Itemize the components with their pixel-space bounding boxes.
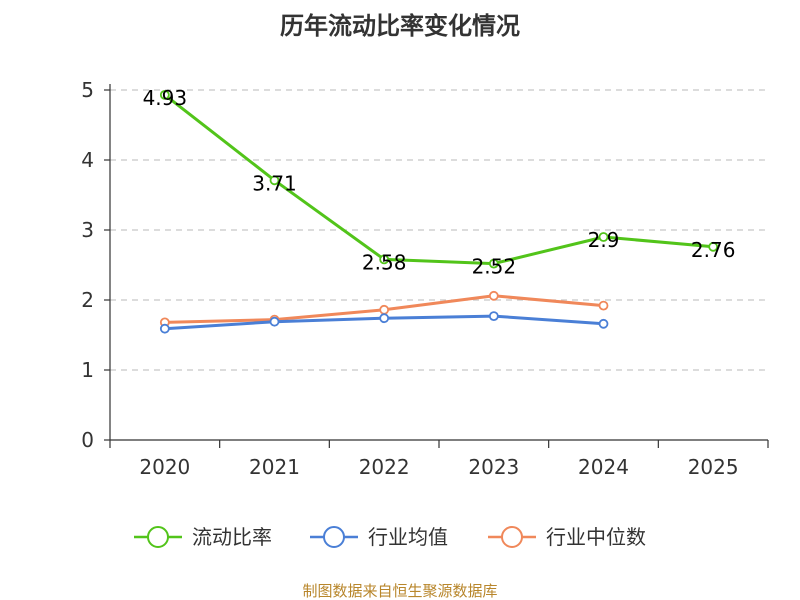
series-line-0 xyxy=(163,93,714,266)
data-point xyxy=(379,313,390,324)
data-point xyxy=(488,258,499,269)
data-point xyxy=(598,232,609,242)
legend: 流动比率 行业均值 行业中位数 xyxy=(134,525,646,549)
y-tick-label: 4 xyxy=(81,148,94,172)
data-labels: 4.93 3.71 2.58 2.52 2.9 2.76 xyxy=(143,86,736,279)
data-point xyxy=(488,290,499,301)
data-point xyxy=(598,300,609,311)
grid-lines xyxy=(110,89,768,371)
y-tick-label: 0 xyxy=(81,428,94,452)
data-label: 4.93 xyxy=(143,86,188,110)
legend-marker-1 xyxy=(323,526,345,548)
data-point xyxy=(598,318,609,329)
x-tick-label-2025: 2025 xyxy=(688,455,739,479)
data-label: 2.58 xyxy=(362,250,407,274)
y-tick-label: 5 xyxy=(81,78,94,102)
series-group xyxy=(159,90,719,334)
x-tick-label-2023: 2023 xyxy=(468,455,519,479)
data-label: 3.71 xyxy=(252,171,297,195)
x-tick-label-2022: 2022 xyxy=(359,455,410,479)
legend-label-2: 行业中位数 xyxy=(546,525,646,549)
source-note: 制图数据来自恒生聚源数据库 xyxy=(302,582,497,600)
data-label: 2.9 xyxy=(588,228,620,252)
axes: 0 1 2 3 4 5 2020 2021 2022 2023 2024 2025 xyxy=(81,78,769,479)
data-label: 2.76 xyxy=(691,238,736,262)
legend-marker-0 xyxy=(147,526,169,548)
data-point xyxy=(379,304,390,315)
y-tick-label: 2 xyxy=(81,288,94,312)
x-tick-label-2021: 2021 xyxy=(249,455,300,479)
data-point xyxy=(159,90,170,100)
y-tick-label: 3 xyxy=(81,218,94,242)
data-point xyxy=(159,323,170,334)
data-point xyxy=(488,311,499,322)
data-point xyxy=(379,254,390,265)
legend-marker-2 xyxy=(501,526,523,548)
x-tick-label-2020: 2020 xyxy=(139,455,190,479)
data-point xyxy=(269,175,280,186)
data-label: 2.52 xyxy=(472,255,517,279)
legend-label-1: 行业均值 xyxy=(368,525,448,549)
legend-label-0: 流动比率 xyxy=(192,525,272,549)
data-point xyxy=(269,316,280,327)
y-tick-label: 1 xyxy=(81,358,94,382)
chart-title: 历年流动比率变化情况 xyxy=(280,12,520,40)
x-tick-label-2024: 2024 xyxy=(578,455,629,479)
data-point xyxy=(708,241,719,252)
